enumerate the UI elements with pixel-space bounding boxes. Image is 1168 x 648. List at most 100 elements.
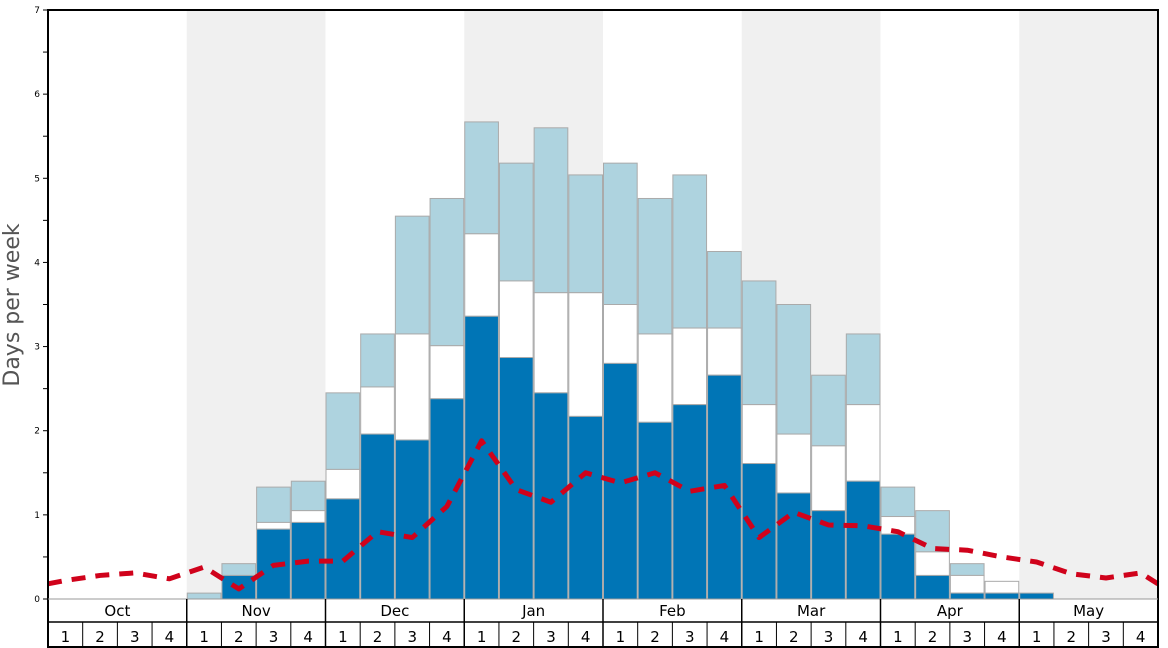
bar-white-segment bbox=[949, 574, 985, 594]
bar-white-segment bbox=[568, 292, 603, 417]
week-label: 1 bbox=[338, 628, 348, 646]
bar-light-segment bbox=[811, 374, 846, 447]
bar-dark-segment bbox=[498, 357, 534, 600]
week-label: 1 bbox=[61, 628, 71, 646]
bar-dark-segment bbox=[949, 592, 985, 600]
bar-light-segment bbox=[429, 197, 465, 347]
bar-white-segment bbox=[845, 404, 881, 482]
bar-dark-segment bbox=[360, 433, 395, 600]
week-label: 3 bbox=[130, 628, 140, 646]
week-label: 3 bbox=[407, 628, 417, 646]
week-label: 1 bbox=[616, 628, 626, 646]
week-label: 2 bbox=[1067, 628, 1077, 646]
bar-dark-segment bbox=[637, 421, 673, 600]
month-label: Oct bbox=[104, 602, 130, 620]
bar-dark-segment bbox=[915, 574, 950, 600]
bar-light-segment bbox=[603, 162, 638, 305]
bar-dark-segment bbox=[325, 498, 361, 600]
month-label: Feb bbox=[659, 602, 686, 620]
bar-light-segment bbox=[221, 563, 257, 576]
bar-light-segment bbox=[498, 162, 534, 282]
week-label: 4 bbox=[581, 628, 591, 646]
week-label: 3 bbox=[1101, 628, 1111, 646]
week-label: 1 bbox=[754, 628, 764, 646]
average-line bbox=[47, 438, 1160, 592]
bar-light-segment bbox=[776, 304, 812, 435]
bar-dark-segment bbox=[776, 492, 812, 600]
week-label: 1 bbox=[1032, 628, 1042, 646]
month-label: Mar bbox=[797, 602, 826, 620]
bar-light-segment bbox=[915, 510, 950, 553]
bar-white-segment bbox=[360, 386, 395, 435]
bar-white-segment bbox=[533, 292, 569, 394]
y-tick-label: 4 bbox=[34, 258, 40, 268]
week-label: 1 bbox=[477, 628, 487, 646]
month-band bbox=[1019, 10, 1158, 599]
y-tick-label: 1 bbox=[34, 511, 40, 521]
bar-white-segment bbox=[256, 521, 291, 530]
bar-light-segment bbox=[325, 392, 361, 470]
y-tick-label: 7 bbox=[34, 6, 40, 16]
week-label: 3 bbox=[685, 628, 695, 646]
week-label: 1 bbox=[199, 628, 209, 646]
bar-light-segment bbox=[360, 333, 395, 388]
bar-light-segment bbox=[949, 563, 985, 576]
y-tick-label: 3 bbox=[34, 343, 40, 353]
bar-white-segment bbox=[741, 404, 777, 465]
week-label: 2 bbox=[512, 628, 522, 646]
week-label: 4 bbox=[442, 628, 452, 646]
bar-white-segment bbox=[325, 468, 361, 500]
week-label: 3 bbox=[824, 628, 834, 646]
bar-dark-segment bbox=[741, 463, 777, 600]
bar-light-segment bbox=[256, 486, 291, 523]
week-label: 2 bbox=[789, 628, 799, 646]
bar-light-segment bbox=[707, 250, 742, 329]
bar-white-segment bbox=[811, 445, 846, 512]
y-tick-label: 0 bbox=[34, 595, 40, 605]
bar-light-segment bbox=[290, 480, 326, 512]
week-label: 4 bbox=[303, 628, 313, 646]
y-tick-label: 2 bbox=[34, 427, 40, 437]
bar-white-segment bbox=[394, 333, 430, 441]
bar-white-segment bbox=[637, 333, 673, 423]
bar-light-segment bbox=[880, 486, 916, 518]
week-label: 3 bbox=[546, 628, 556, 646]
bar-light-segment bbox=[845, 333, 881, 406]
bar-dark-segment bbox=[394, 439, 430, 600]
bar-light-segment bbox=[568, 174, 603, 294]
bar-dark-segment bbox=[984, 592, 1020, 600]
week-label: 4 bbox=[720, 628, 730, 646]
week-label: 4 bbox=[1136, 628, 1146, 646]
month-label: Dec bbox=[380, 602, 409, 620]
bar-white-segment bbox=[776, 433, 812, 494]
bar-light-segment bbox=[637, 197, 673, 335]
y-axis-label: Days per week bbox=[0, 223, 25, 386]
bar-light-segment bbox=[533, 127, 569, 294]
week-label: 2 bbox=[928, 628, 938, 646]
month-label: May bbox=[1073, 602, 1104, 620]
week-label: 4 bbox=[997, 628, 1007, 646]
week-label: 2 bbox=[373, 628, 383, 646]
week-label: 2 bbox=[234, 628, 244, 646]
month-label: Jan bbox=[521, 602, 545, 620]
bar-white-segment bbox=[672, 327, 708, 406]
week-label: 2 bbox=[650, 628, 660, 646]
week-label: 3 bbox=[269, 628, 279, 646]
bar-dark-segment bbox=[880, 533, 916, 600]
bar-dark-segment bbox=[568, 415, 603, 600]
week-label: 4 bbox=[165, 628, 175, 646]
y-tick-label: 5 bbox=[34, 174, 40, 184]
bar-white-segment bbox=[707, 327, 742, 376]
bar-white-segment bbox=[429, 345, 465, 400]
bar-dark-segment bbox=[429, 398, 465, 600]
bar-white-segment bbox=[498, 280, 534, 359]
week-label: 2 bbox=[95, 628, 105, 646]
bar-white-segment bbox=[603, 304, 638, 364]
month-label: Apr bbox=[937, 602, 964, 620]
week-label: 3 bbox=[962, 628, 972, 646]
bar-white-segment bbox=[915, 551, 950, 576]
bar-light-segment bbox=[186, 592, 222, 600]
bar-white-segment bbox=[290, 510, 326, 523]
bar-dark-segment bbox=[845, 480, 881, 600]
